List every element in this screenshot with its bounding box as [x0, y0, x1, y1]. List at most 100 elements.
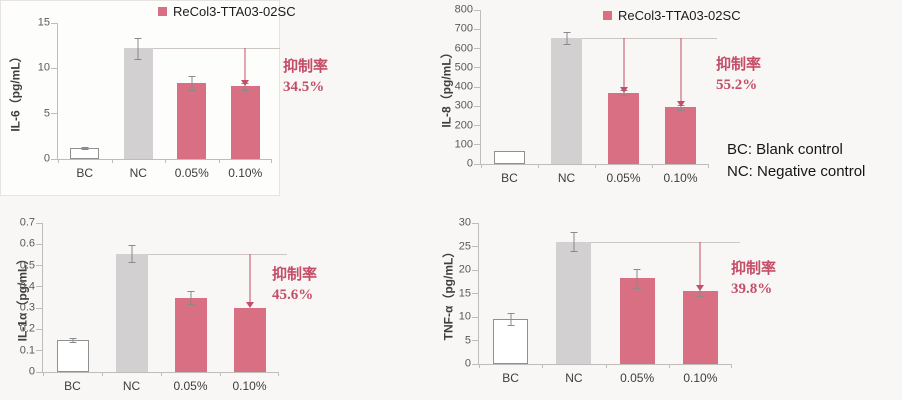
- error-bar: [636, 269, 638, 288]
- y-tick-icon: [36, 371, 42, 373]
- bar-0.05%: [174, 297, 207, 372]
- plot-area-tnfa: 0 5 10 15 20 25 30 BC NC 0.05% 0.10%: [459, 217, 740, 385]
- x-tick-icon: [479, 364, 480, 368]
- error-bar-cap: [633, 269, 641, 271]
- error-bar-cap: [563, 43, 570, 45]
- y-tick-icon: [51, 113, 57, 115]
- inhibition-annotation-il8: 抑制率 55.2%: [716, 55, 761, 96]
- x-tick-icon: [538, 164, 539, 168]
- x-category-label: BC: [501, 171, 518, 185]
- y-tick-label: 30: [458, 216, 471, 229]
- bar-BC: [493, 318, 529, 364]
- y-tick-icon: [36, 222, 42, 224]
- inhibition-arrow: [249, 253, 250, 303]
- inhibition-arrow: [623, 37, 624, 87]
- chart-tnfa-panel: TNF-α（pg/mL） 0 5 10 15 20 25 30 BC NC 0.05% 0.10%: [440, 212, 740, 400]
- inhibition-annotation-il6: 抑制率 34.5%: [283, 57, 328, 98]
- y-tick-label: 5: [43, 107, 50, 120]
- bar-NC: [551, 37, 582, 164]
- legend-il8: ReCol3-TTA03-02SC: [603, 8, 741, 23]
- y-tick-label: 0.4: [19, 280, 35, 293]
- y-tick-label: 20: [458, 263, 471, 276]
- y-axis-label: IL-8（pg/mL）: [439, 46, 454, 128]
- x-category-label: NC: [129, 166, 147, 180]
- arrow-down-icon: [676, 101, 685, 108]
- x-category-label: 0.10%: [232, 379, 267, 393]
- inhibition-label: 抑制率: [272, 267, 318, 283]
- bar-NC: [115, 253, 148, 372]
- y-tick-icon: [474, 125, 480, 126]
- y-tick-label: 5: [464, 334, 471, 346]
- error-bar-cap: [507, 313, 515, 315]
- x-tick-icon: [43, 372, 44, 376]
- bar-0.05%: [177, 82, 207, 159]
- x-tick-icon: [652, 164, 653, 168]
- y-tick-label: 0: [466, 157, 473, 170]
- error-bar: [190, 291, 191, 304]
- error-bar-cap: [69, 338, 76, 340]
- bar-0.05%: [608, 92, 639, 164]
- error-bar-cap: [677, 109, 684, 111]
- note-bc: BC: Blank control: [727, 141, 843, 158]
- y-tick-label: 0: [464, 357, 471, 370]
- error-bar-cap: [188, 90, 196, 92]
- inhibition-label: 抑制率: [283, 59, 329, 75]
- reference-line: [131, 253, 287, 255]
- note-nc: NC: Negative control: [727, 162, 866, 180]
- y-tick-icon: [472, 269, 478, 271]
- y-tick-label: 0.5: [19, 259, 35, 272]
- y-tick-label: 500: [454, 61, 473, 74]
- y-tick-label: 0.7: [19, 216, 35, 229]
- y-tick-icon: [472, 316, 478, 318]
- error-bar-cap: [241, 90, 249, 92]
- reference-line: [573, 241, 740, 243]
- y-tick-label: 800: [454, 3, 473, 16]
- x-tick-icon: [165, 159, 166, 163]
- y-tick-icon: [472, 246, 478, 247]
- error-bar-cap: [620, 95, 627, 97]
- legend-label: ReCol3-TTA03-02SC: [173, 4, 296, 19]
- legend-label: ReCol3-TTA03-02SC: [618, 8, 741, 23]
- inhibition-value: 45.6%: [272, 287, 314, 304]
- inhibition-annotation-il1a: 抑制率 45.6%: [272, 265, 317, 306]
- inhibition-arrow: [680, 37, 681, 102]
- error-bar-cap: [128, 245, 135, 247]
- y-tick-label: 0: [28, 365, 35, 378]
- y-tick-icon: [472, 363, 478, 365]
- x-category-label: 0.05%: [620, 371, 655, 385]
- bar-NC: [556, 241, 592, 364]
- y-tick-label: 300: [454, 99, 473, 112]
- error-bar-cap: [570, 232, 578, 234]
- x-category-label: NC: [122, 379, 141, 393]
- x-category-label: BC: [76, 166, 94, 180]
- x-tick-icon: [595, 164, 596, 168]
- y-tick-label: 10: [458, 310, 471, 323]
- x-category-label: NC: [557, 171, 576, 185]
- y-tick-icon: [474, 105, 480, 107]
- y-tick-label: 700: [454, 22, 473, 35]
- x-tick-icon: [102, 372, 103, 376]
- y-tick-label: 200: [454, 119, 473, 131]
- y-tick-icon: [474, 86, 480, 88]
- y-tick-label: 100: [454, 138, 473, 151]
- error-bar: [84, 146, 86, 150]
- x-tick-icon: [708, 164, 709, 168]
- x-tick-icon: [111, 159, 113, 163]
- y-tick-icon: [36, 350, 42, 352]
- x-tick-icon: [278, 372, 279, 376]
- y-tick-label: 0.6: [19, 237, 35, 250]
- inhibition-value: 39.8%: [731, 281, 773, 298]
- chart-il1a-panel: IL-1α（pg/mL） 0 0.1 0.2 0.3 0.4 0.5 0.6 0.7 BC NC 0…: [10, 212, 330, 400]
- error-bar: [573, 232, 575, 252]
- y-tick-icon: [474, 9, 480, 11]
- error-bar: [566, 32, 567, 44]
- x-tick-icon: [220, 372, 221, 376]
- plot-area-il1a: 0 0.1 0.2 0.3 0.4 0.5 0.6 0.7 BC NC 0.05% 0.10%: [20, 217, 287, 393]
- inhibition-annotation-tnfa: 抑制率 39.8%: [731, 259, 776, 300]
- chart-il8-panel: ReCol3-TTA03-02SC IL-8（pg/mL） 0 100 200 300…: [435, 0, 780, 200]
- plot-area-il8: 0 100 200 300 400 500 600 700 800 BC NC 0.05% 0.10%: [455, 4, 717, 185]
- legend-swatch-icon: [158, 7, 167, 16]
- error-bar-cap: [187, 291, 194, 293]
- error-bar-cap: [696, 296, 704, 298]
- legend-il6: ReCol3-TTA03-02SC: [158, 4, 296, 19]
